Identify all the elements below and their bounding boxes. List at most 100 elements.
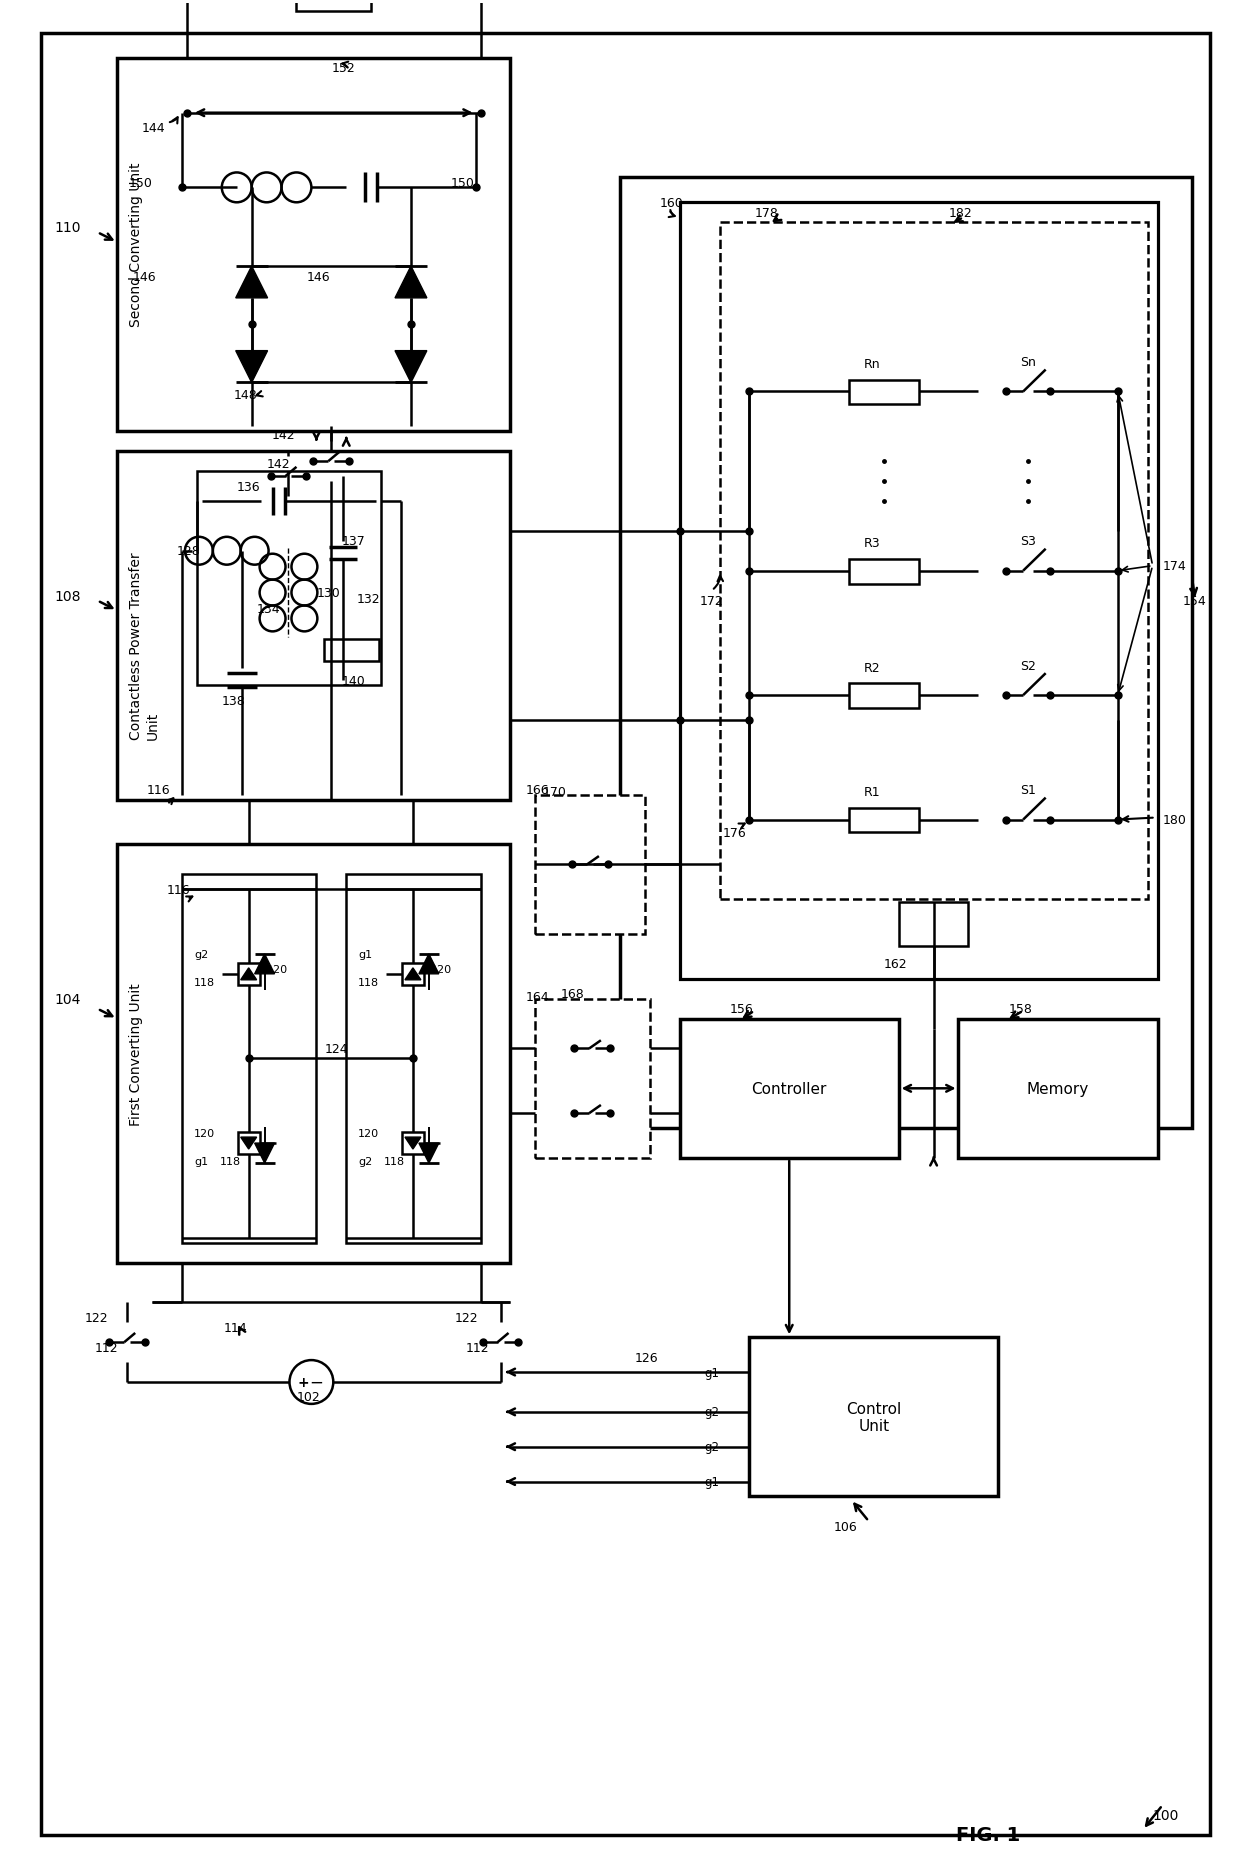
Text: 120: 120: [358, 1129, 379, 1139]
Polygon shape: [405, 1137, 420, 1150]
Text: 120: 120: [267, 965, 288, 974]
Text: g2: g2: [358, 1156, 372, 1167]
Text: 120: 120: [193, 1129, 215, 1139]
Text: 150: 150: [128, 176, 153, 189]
Text: 162: 162: [884, 957, 908, 970]
Text: 114: 114: [223, 1320, 248, 1334]
Text: Contactless Power Transfer
Unit: Contactless Power Transfer Unit: [129, 553, 160, 740]
Text: Sn: Sn: [1021, 356, 1037, 369]
Text: 154: 154: [1183, 596, 1207, 607]
Bar: [118, 451, 511, 800]
Bar: [197, 472, 381, 686]
Polygon shape: [419, 1143, 439, 1163]
Text: 178: 178: [754, 206, 779, 219]
Polygon shape: [396, 266, 427, 298]
Text: 180: 180: [1163, 813, 1187, 826]
Polygon shape: [241, 968, 257, 980]
Text: R2: R2: [864, 661, 880, 674]
Text: 100: 100: [1153, 1807, 1179, 1822]
Text: 152: 152: [331, 62, 355, 75]
Text: g1: g1: [358, 950, 372, 959]
Text: g1: g1: [704, 1476, 719, 1489]
Text: 136: 136: [237, 479, 260, 493]
Text: 130: 130: [316, 586, 340, 599]
Bar: [849, 380, 919, 405]
Text: 150: 150: [451, 176, 475, 189]
Bar: [118, 845, 511, 1262]
Bar: [182, 875, 316, 1244]
Text: 104: 104: [55, 993, 81, 1006]
Bar: [402, 963, 424, 985]
Polygon shape: [396, 352, 427, 384]
Text: 138: 138: [222, 695, 246, 708]
Text: 128: 128: [177, 545, 201, 558]
Text: S2: S2: [1021, 659, 1037, 672]
Text: g1: g1: [193, 1156, 208, 1167]
Bar: [719, 223, 1148, 899]
Bar: [899, 903, 968, 946]
Text: 146: 146: [306, 272, 330, 285]
Text: 182: 182: [949, 206, 972, 219]
Bar: [959, 1019, 1158, 1158]
Text: g2: g2: [193, 950, 208, 959]
Polygon shape: [254, 1143, 274, 1163]
Bar: [238, 963, 259, 985]
Text: 122: 122: [84, 1311, 108, 1324]
Text: g2: g2: [704, 1405, 719, 1418]
Text: Second Converting Unit: Second Converting Unit: [129, 163, 143, 328]
Bar: [849, 560, 919, 584]
Text: 122: 122: [455, 1311, 479, 1324]
Text: g2: g2: [704, 1440, 719, 1453]
Text: 144: 144: [143, 122, 166, 135]
Text: 166: 166: [526, 783, 549, 796]
Text: 140: 140: [341, 674, 365, 687]
Text: 108: 108: [55, 590, 81, 603]
Text: g1: g1: [704, 1365, 719, 1379]
Text: 118: 118: [358, 978, 379, 987]
Text: 106: 106: [835, 1521, 858, 1532]
Polygon shape: [419, 955, 439, 974]
Polygon shape: [241, 1137, 257, 1150]
Text: S3: S3: [1021, 536, 1037, 549]
Text: Memory: Memory: [1027, 1081, 1089, 1096]
Text: 120: 120: [430, 965, 451, 974]
Text: +: +: [298, 1375, 309, 1390]
Bar: [536, 998, 650, 1158]
Text: 160: 160: [660, 197, 683, 210]
Polygon shape: [236, 352, 268, 384]
Text: 124: 124: [325, 1043, 348, 1054]
Text: 168: 168: [560, 987, 584, 1000]
Bar: [346, 875, 481, 1244]
Text: 118: 118: [384, 1156, 405, 1167]
Text: 110: 110: [55, 221, 81, 236]
Text: 134: 134: [257, 603, 280, 616]
Text: 172: 172: [699, 596, 723, 607]
Bar: [536, 796, 645, 935]
Text: 170: 170: [542, 787, 567, 798]
Text: Rn: Rn: [864, 358, 880, 371]
Text: 102: 102: [296, 1390, 320, 1403]
Text: 137: 137: [341, 536, 365, 549]
Text: −: −: [310, 1373, 324, 1392]
Polygon shape: [254, 955, 274, 974]
Bar: [118, 58, 511, 433]
Bar: [849, 684, 919, 708]
Polygon shape: [405, 968, 420, 980]
Text: 116: 116: [167, 884, 191, 897]
Text: 112: 112: [466, 1341, 490, 1354]
Text: 158: 158: [1008, 1002, 1032, 1015]
Text: 142: 142: [267, 457, 290, 470]
Text: FIG. 1: FIG. 1: [956, 1826, 1021, 1845]
Text: Controller: Controller: [751, 1081, 827, 1096]
Bar: [849, 807, 919, 833]
Text: 156: 156: [729, 1002, 753, 1015]
Bar: [680, 1019, 899, 1158]
Bar: [749, 1337, 998, 1497]
Text: R3: R3: [864, 538, 880, 551]
Text: 118: 118: [219, 1156, 241, 1167]
Text: S1: S1: [1021, 783, 1037, 796]
Bar: [238, 1133, 259, 1154]
Bar: [402, 1133, 424, 1154]
Text: 146: 146: [133, 272, 156, 285]
Bar: [296, 0, 371, 11]
